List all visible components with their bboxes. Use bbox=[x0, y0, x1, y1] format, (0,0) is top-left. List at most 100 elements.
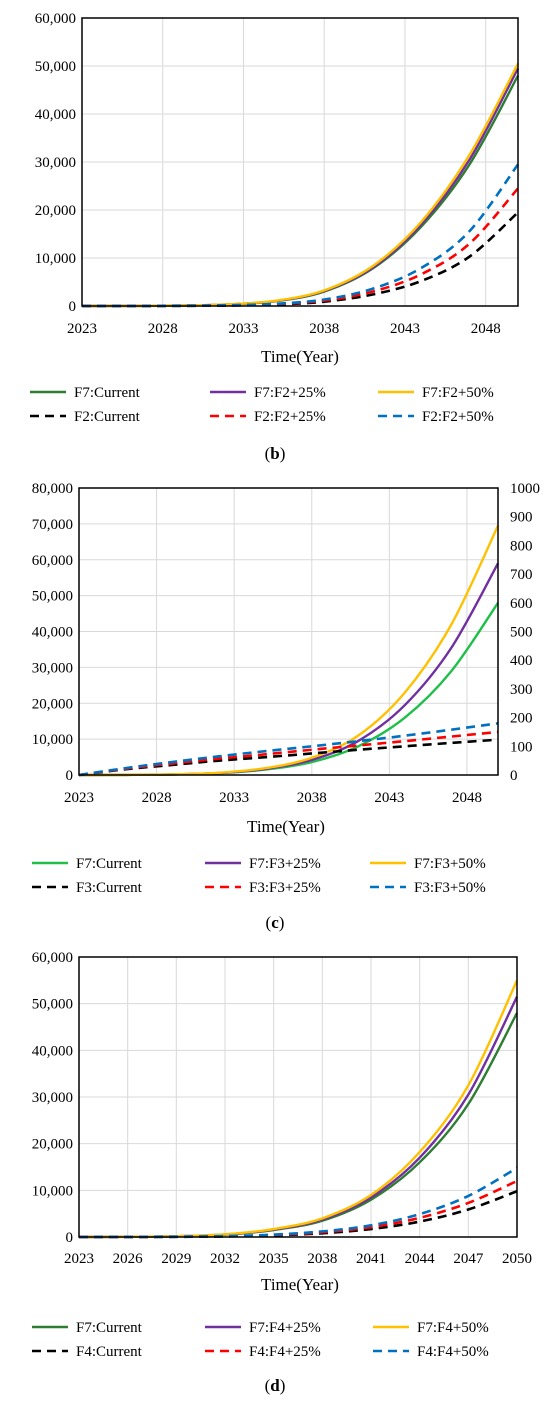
chart-b-y-ticks: 0 10,000 20,000 30,000 40,000 50,000 60,000 bbox=[35, 11, 76, 315]
y-tick-label: 0 bbox=[66, 1230, 74, 1246]
series-line bbox=[78, 1166, 518, 1239]
legend-label: F7:Current bbox=[74, 385, 141, 401]
y-tick-label: 20,000 bbox=[32, 696, 73, 712]
legend-label: F4:F4+25% bbox=[249, 1344, 321, 1360]
series-line bbox=[78, 525, 500, 777]
y-tick-label: 0 bbox=[66, 768, 74, 784]
legend-label: F3:F3+50% bbox=[414, 880, 486, 896]
legend-label: F4:F4+50% bbox=[417, 1344, 489, 1360]
series-line bbox=[78, 730, 499, 777]
y2-tick-label: 700 bbox=[510, 567, 533, 583]
series-line bbox=[81, 187, 519, 308]
chart-d-grid bbox=[79, 957, 517, 1237]
y-tick-label: 50,000 bbox=[35, 59, 76, 75]
chart-c-y-ticks: 0 10,000 20,000 30,000 40,000 50,000 60,000 70,… bbox=[32, 481, 73, 784]
x-tick-label: 2047 bbox=[453, 1251, 484, 1267]
y-tick-label: 20,000 bbox=[35, 203, 76, 219]
chart-c-plot-frame bbox=[78, 487, 499, 776]
x-tick-label: 2026 bbox=[113, 1251, 144, 1267]
x-tick-label: 2038 bbox=[297, 790, 327, 806]
legend-label: F7:F3+25% bbox=[249, 856, 321, 872]
chart-d-plot-frame bbox=[78, 956, 518, 1238]
y2-tick-label: 400 bbox=[510, 653, 533, 669]
chart-c-x-axis-title: Time(Year) bbox=[247, 817, 325, 836]
y2-tick-label: 800 bbox=[510, 538, 533, 554]
legend-label: F2:Current bbox=[74, 409, 141, 425]
y-tick-label: 40,000 bbox=[35, 107, 76, 123]
x-tick-label: 2044 bbox=[405, 1251, 436, 1267]
chart-c-series bbox=[78, 525, 500, 777]
legend-label: F7:Current bbox=[76, 1320, 143, 1336]
chart-d-series bbox=[78, 979, 519, 1239]
legend-label: F4:Current bbox=[76, 1344, 143, 1360]
x-tick-label: 2050 bbox=[502, 1251, 532, 1267]
chart-d-caption: (d) bbox=[265, 1376, 286, 1395]
x-tick-label: 2038 bbox=[309, 321, 339, 337]
y-tick-label: 30,000 bbox=[32, 1090, 73, 1106]
chart-d-y-ticks: 0 10,000 20,000 30,000 40,000 50,000 60,000 bbox=[32, 950, 73, 1246]
y2-tick-label: 200 bbox=[510, 711, 533, 727]
chart-d-svg: 0 10,000 20,000 30,000 40,000 50,000 60,000 20… bbox=[32, 950, 532, 1395]
y-tick-label: 80,000 bbox=[32, 481, 73, 497]
chart-panel-d: 0 10,000 20,000 30,000 40,000 50,000 60,000 20… bbox=[0, 940, 550, 1408]
legend-label: F2:F2+25% bbox=[254, 409, 326, 425]
series-line bbox=[78, 738, 499, 777]
chart-b-svg: 0 10,000 20,000 30,000 40,000 50,000 60,000 20… bbox=[30, 11, 520, 463]
series-line bbox=[78, 1179, 518, 1239]
chart-c-grid bbox=[79, 488, 498, 775]
series-line bbox=[78, 1190, 518, 1239]
x-tick-label: 2023 bbox=[64, 1251, 94, 1267]
series-line bbox=[78, 722, 499, 777]
x-tick-label: 2029 bbox=[161, 1251, 191, 1267]
y2-tick-label: 900 bbox=[510, 510, 533, 526]
chart-c-x-ticks: 2023 2028 2033 2038 2043 2048 bbox=[64, 790, 482, 806]
y-tick-label: 60,000 bbox=[35, 11, 76, 27]
legend-label: F7:F2+25% bbox=[254, 385, 326, 401]
y-tick-label: 70,000 bbox=[32, 517, 73, 533]
y-tick-label: 10,000 bbox=[35, 251, 76, 267]
y-tick-label: 0 bbox=[69, 299, 77, 315]
chart-b-legend: F7:Current F7:F2+25% F7:F2+50% F2:Current F2… bbox=[30, 385, 494, 425]
x-tick-label: 2023 bbox=[64, 790, 94, 806]
series-line bbox=[78, 979, 519, 1239]
y2-tick-label: 100 bbox=[510, 739, 533, 755]
legend-label: F3:Current bbox=[76, 880, 143, 896]
y-tick-label: 40,000 bbox=[32, 625, 73, 641]
legend-label: F7:F4+50% bbox=[417, 1320, 489, 1336]
y-tick-label: 50,000 bbox=[32, 589, 73, 605]
y-tick-label: 60,000 bbox=[32, 553, 73, 569]
chart-c-svg: 0 10,000 20,000 30,000 40,000 50,000 60,000 70,… bbox=[32, 481, 540, 932]
x-tick-label: 2032 bbox=[210, 1251, 240, 1267]
series-line bbox=[81, 75, 520, 308]
chart-b-series bbox=[81, 63, 520, 308]
x-tick-label: 2043 bbox=[390, 321, 420, 337]
y-tick-label: 10,000 bbox=[32, 732, 73, 748]
y-tick-label: 60,000 bbox=[32, 950, 73, 966]
chart-c-caption: (c) bbox=[266, 913, 285, 932]
legend-label: F7:F2+50% bbox=[422, 385, 494, 401]
chart-b-caption: (b) bbox=[265, 444, 286, 463]
chart-d-legend: F7:Current F7:F4+25% F7:F4+50% F4:Current F4… bbox=[32, 1320, 489, 1360]
chart-b-plot-frame bbox=[81, 17, 519, 307]
x-tick-label: 2035 bbox=[259, 1251, 289, 1267]
y2-tick-label: 500 bbox=[510, 625, 533, 641]
chart-c-y2-ticks: 0 100 200 300 400 500 600 700 800 900 1000 bbox=[510, 481, 540, 784]
x-tick-label: 2043 bbox=[374, 790, 404, 806]
x-tick-label: 2033 bbox=[219, 790, 249, 806]
series-line bbox=[78, 562, 500, 777]
legend-label: F3:F3+25% bbox=[249, 880, 321, 896]
chart-d-x-ticks: 2023 2026 2029 2032 2035 2038 2041 2044 2047 2050 bbox=[64, 1251, 532, 1267]
x-tick-label: 2038 bbox=[307, 1251, 337, 1267]
chart-b-x-axis-title: Time(Year) bbox=[261, 347, 339, 366]
y2-tick-label: 0 bbox=[510, 768, 518, 784]
y-tick-label: 30,000 bbox=[35, 155, 76, 171]
x-tick-label: 2048 bbox=[471, 321, 501, 337]
series-line bbox=[78, 996, 519, 1239]
y-tick-label: 50,000 bbox=[32, 997, 73, 1013]
y-tick-label: 40,000 bbox=[32, 1043, 73, 1059]
legend-label: F2:F2+50% bbox=[422, 409, 494, 425]
chart-b-grid bbox=[82, 18, 518, 306]
x-tick-label: 2048 bbox=[452, 790, 482, 806]
legend-label: F7:F3+50% bbox=[414, 856, 486, 872]
y-tick-label: 30,000 bbox=[32, 660, 73, 676]
